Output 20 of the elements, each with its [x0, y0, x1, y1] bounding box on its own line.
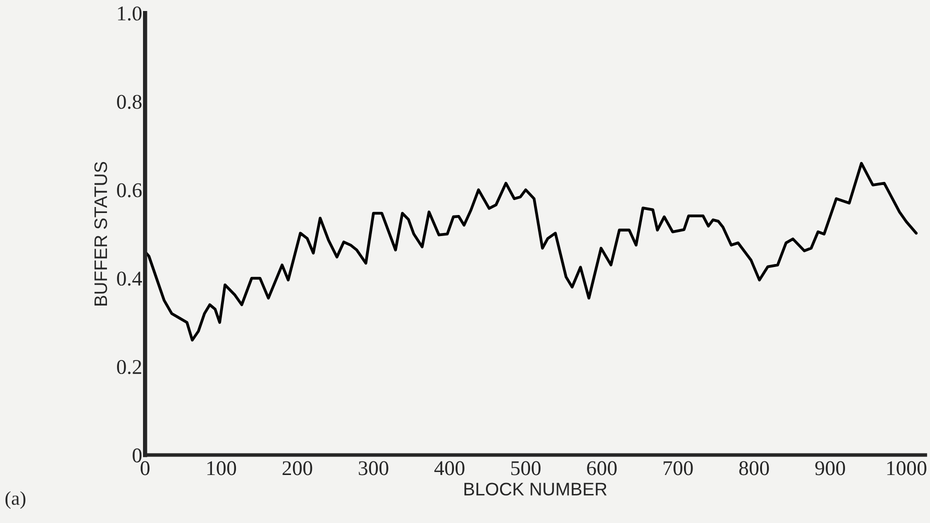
- x-axis-title: BLOCK NUMBER: [464, 482, 607, 496]
- x-tick-label: 800: [739, 461, 769, 476]
- x-tick-label: 600: [587, 461, 617, 476]
- y-tick-label: 0.8: [117, 94, 142, 109]
- x-tick-label: 1000: [887, 461, 926, 476]
- x-tick-label: 500: [511, 461, 541, 476]
- x-tick-label: 100: [207, 461, 236, 476]
- x-tick-label: 300: [358, 461, 388, 476]
- y-axis-title: BUFFER STATUS: [94, 162, 108, 306]
- y-tick-label: 0: [132, 448, 142, 462]
- y-tick-label: 0.4: [117, 272, 142, 286]
- text: (a): [6, 491, 26, 509]
- x-tick-label: 700: [664, 461, 693, 476]
- x-tick-label: 200: [282, 461, 312, 476]
- line-series: [145, 162, 918, 342]
- x-tick-label: 400: [434, 461, 464, 476]
- y-tick-label: 0.2: [117, 360, 142, 374]
- y-tick-label: 1.0: [118, 6, 142, 21]
- x-tick-label: 900: [815, 461, 846, 476]
- y-tick-label: 0.6: [117, 183, 142, 198]
